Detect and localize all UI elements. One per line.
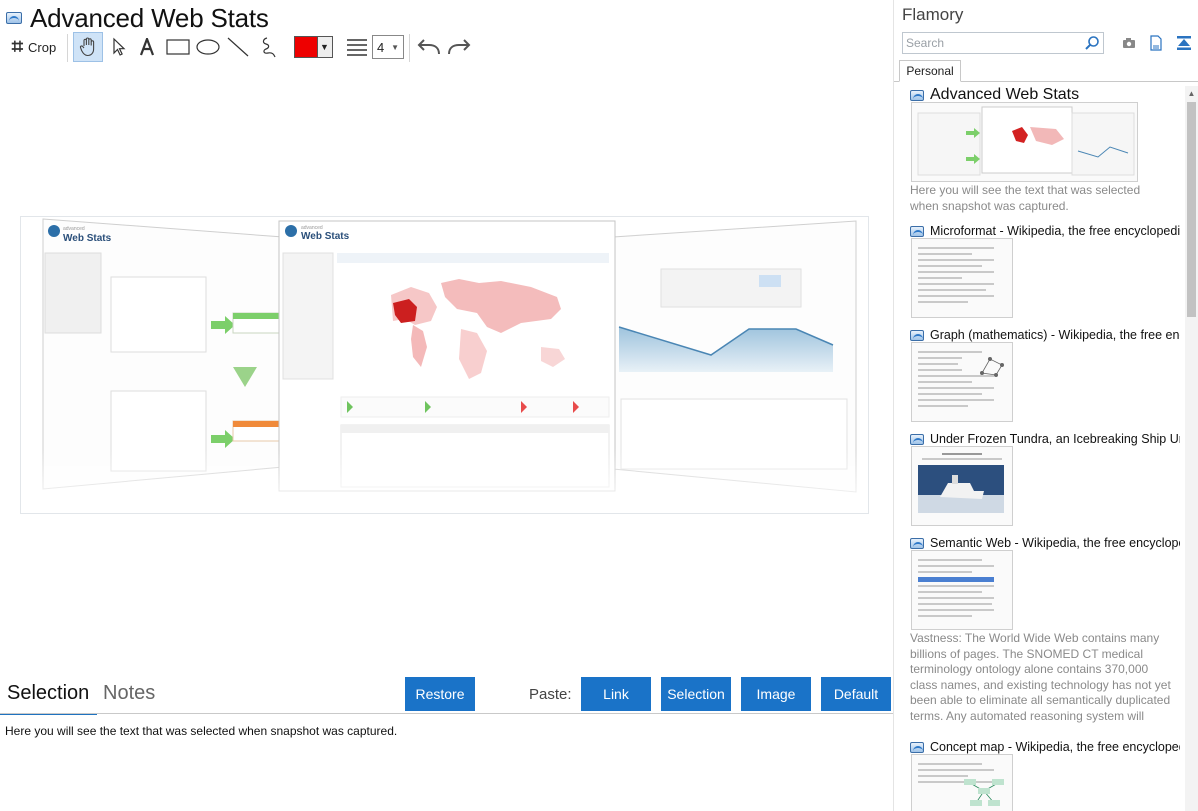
app-name: Flamory (902, 5, 964, 24)
camera-icon[interactable] (1120, 33, 1138, 53)
page-icon (910, 433, 924, 445)
page-icon (910, 741, 924, 753)
toolbar-divider (409, 34, 410, 62)
page-title: Advanced Web Stats (30, 2, 269, 33)
snapshot-image: advanced Web Stats (20, 216, 869, 514)
color-swatch (293, 36, 318, 58)
line-width-icon (347, 39, 367, 56)
paste-link-button[interactable]: Link (581, 677, 651, 711)
crop-icon: ⌗ (11, 36, 24, 58)
paste-selection-button[interactable]: Selection (661, 677, 731, 711)
sidebar-scrollbar[interactable]: ▲ (1185, 86, 1198, 811)
page-icon (910, 225, 924, 237)
annotation-toolbar: ⌗ Crop (0, 32, 893, 62)
toolbar-divider (67, 34, 68, 62)
line-tool-button[interactable] (225, 32, 251, 62)
chevron-down-icon: ▼ (391, 42, 399, 52)
list-item-description: Here you will see the text that was sele… (910, 183, 1141, 213)
crop-label: Crop (28, 39, 57, 55)
snapshot-thumbnail (911, 342, 1013, 422)
paste-image-button[interactable]: Image (741, 677, 811, 711)
pointer-icon (113, 37, 126, 56)
tab-notes[interactable]: Notes (103, 682, 156, 704)
list-item-title: Under Frozen Tundra, an Icebreaking Ship… (930, 432, 1180, 446)
svg-text:advanced: advanced (301, 225, 323, 231)
web-stats-collage: advanced Web Stats (21, 218, 868, 513)
page-icon (910, 89, 924, 101)
list-item-header: Graph (mathematics) - Wikipedia, the fre… (910, 326, 1180, 344)
snapshot-thumbnail (911, 446, 1013, 526)
paste-label: Paste: (529, 686, 572, 703)
undo-button[interactable] (416, 32, 442, 62)
notes-tabs: Selection Notes (0, 676, 893, 715)
tab-selection[interactable]: Selection (7, 682, 90, 704)
list-item-header: Concept map - Wikipedia, the free encycl… (910, 738, 1180, 756)
page-icon (910, 329, 924, 341)
snapshot-viewer: Advanced Web Stats ⌗ Crop (0, 2, 893, 738)
list-item-title: Concept map - Wikipedia, the free encycl… (930, 740, 1180, 754)
undo-icon (417, 39, 440, 55)
line-width-select[interactable]: 4 ▼ (372, 35, 404, 59)
list-item-title: Semantic Web - Wikipedia, the free encyc… (930, 536, 1180, 550)
ellipse-icon (196, 39, 220, 55)
selection-text: Here you will see the text that was sele… (5, 724, 398, 738)
document-icon[interactable] (1147, 33, 1165, 53)
list-item-header: Semantic Web - Wikipedia, the free encyc… (910, 534, 1180, 552)
hand-icon (79, 37, 95, 57)
collapse-icon[interactable] (1175, 33, 1193, 53)
select-tool-button[interactable] (106, 32, 132, 62)
sidebar-tabs: Personal (894, 60, 1198, 82)
color-picker[interactable]: ▼ (293, 32, 333, 62)
ellipse-tool-button[interactable] (195, 32, 221, 62)
thumbnail-image (917, 106, 1135, 176)
hand-tool-button[interactable] (73, 32, 103, 62)
page-icon (910, 537, 924, 549)
list-item-title: Advanced Web Stats (930, 86, 1080, 103)
search-icon[interactable] (1084, 35, 1100, 56)
flamory-sidebar: Flamory Personal Advanced Web Stats (893, 0, 1198, 811)
list-item-header: Microformat - Wikipedia, the free encycl… (910, 222, 1180, 240)
freehand-tool-button[interactable] (255, 32, 281, 62)
freehand-icon (262, 37, 276, 58)
snapshot-thumbnail (911, 550, 1013, 630)
snapshot-thumbnail (911, 754, 1013, 811)
scroll-up-icon[interactable]: ▲ (1187, 88, 1196, 98)
snapshot-thumbnail (911, 102, 1138, 182)
search-input[interactable] (903, 33, 1083, 53)
rectangle-icon (166, 39, 190, 55)
crop-button[interactable]: ⌗ Crop (6, 32, 62, 62)
redo-icon (448, 39, 471, 55)
snapshot-thumbnail (911, 238, 1013, 318)
scroll-thumb[interactable] (1187, 102, 1196, 317)
redo-button[interactable] (446, 32, 472, 62)
svg-text:Web Stats: Web Stats (301, 231, 350, 242)
line-icon (227, 37, 249, 57)
text-icon (139, 38, 155, 56)
list-item-header: Under Frozen Tundra, an Icebreaking Ship… (910, 430, 1180, 448)
line-width-button[interactable] (344, 32, 370, 62)
search-field (902, 32, 1104, 54)
list-item-title: Graph (mathematics) - Wikipedia, the fre… (930, 328, 1180, 342)
list-item-header: Advanced Web Stats (910, 86, 1180, 104)
left-panel: advanced Web Stats (42, 218, 284, 490)
restore-button[interactable]: Restore (405, 677, 475, 711)
line-width-value: 4 (377, 39, 385, 55)
chevron-down-icon: ▼ (317, 36, 333, 58)
page-icon (6, 12, 22, 24)
title-row: Advanced Web Stats (6, 2, 269, 33)
svg-text:Web Stats: Web Stats (63, 233, 112, 244)
rectangle-tool-button[interactable] (165, 32, 191, 62)
list-item-description: Vastness: The World Wide Web contains ma… (910, 631, 1171, 725)
snapshot-list: Advanced Web Stats Here you will see th (894, 86, 1181, 811)
paste-default-button[interactable]: Default (821, 677, 891, 711)
list-item-title: Microformat - Wikipedia, the free encycl… (930, 224, 1180, 238)
active-tab-indicator (0, 713, 97, 715)
divider (0, 713, 893, 714)
text-tool-button[interactable] (134, 32, 160, 62)
tab-personal[interactable]: Personal (899, 60, 961, 82)
svg-text:advanced: advanced (63, 226, 85, 232)
